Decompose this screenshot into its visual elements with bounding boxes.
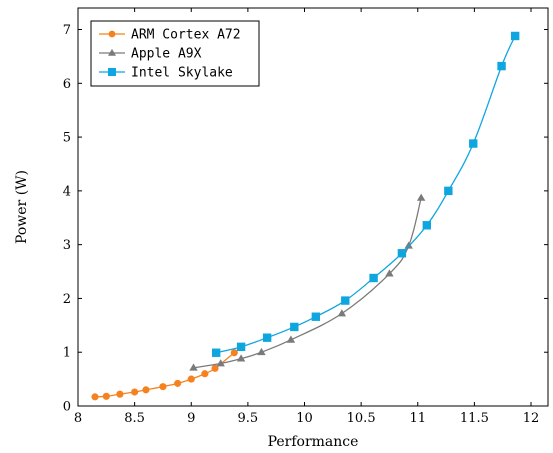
y-tick-label: 2 [63, 292, 71, 307]
plot-area [77, 7, 549, 407]
data-point [404, 241, 413, 249]
data-point [211, 348, 221, 357]
data-point [369, 273, 378, 283]
data-point [236, 354, 246, 362]
legend-item: Apple A9X [99, 47, 202, 62]
data-point [159, 383, 167, 391]
data-point [102, 392, 110, 400]
y-tick-label: 5 [63, 131, 71, 146]
y-tick-label: 6 [63, 77, 71, 92]
data-point [469, 139, 478, 148]
data-point [416, 193, 426, 201]
data-point [341, 296, 350, 305]
data-point [337, 309, 347, 317]
x-tick-label: 9.5 [238, 411, 259, 426]
series-arm-cortex-a72 [91, 349, 238, 401]
data-point [108, 48, 116, 56]
data-point [131, 388, 139, 396]
data-point [211, 364, 219, 372]
series-layer [91, 31, 520, 401]
x-tick-label: 11.5 [460, 411, 489, 426]
legend-item: ARM Cortex A72 [99, 28, 241, 43]
legend-label: Intel Skylake [131, 66, 233, 81]
x-tick-label: 10 [296, 411, 313, 426]
legend-label: ARM Cortex A72 [131, 28, 241, 43]
legend: ARM Cortex A72 Apple A9X Intel Skylake [90, 20, 260, 87]
data-point [174, 379, 182, 387]
legend-item: Intel Skylake [99, 66, 233, 81]
data-point [108, 30, 116, 38]
x-tick-label: 11 [409, 411, 426, 426]
plot-frame [77, 7, 549, 407]
data-point [444, 186, 453, 196]
series-line [94, 352, 235, 398]
x-tick-label: 10.5 [347, 411, 376, 426]
y-tick-label: 4 [63, 184, 71, 199]
data-point [236, 342, 246, 352]
data-point [497, 61, 506, 71]
x-tick-label: 12 [523, 411, 540, 426]
data-point [142, 386, 150, 394]
data-point [108, 68, 116, 76]
data-point [116, 390, 124, 398]
x-tick-label: 9 [187, 411, 195, 426]
data-point [201, 370, 209, 378]
series-apple-a9x [189, 193, 426, 371]
data-point [311, 312, 321, 321]
series-line [193, 197, 422, 369]
series-intel-skylake [211, 31, 520, 357]
data-point [290, 322, 299, 332]
data-point [257, 347, 266, 356]
data-point [91, 393, 99, 401]
data-point [286, 335, 296, 343]
data-point [385, 269, 394, 277]
data-point [230, 349, 238, 357]
data-point [262, 333, 272, 342]
y-axis-label: Power (W) [14, 170, 30, 244]
data-point [510, 31, 520, 41]
data-point [189, 363, 198, 371]
data-point [397, 249, 407, 258]
y-tick-label: 7 [63, 23, 71, 38]
y-tick-label: 3 [63, 238, 71, 253]
legend-label: Apple A9X [131, 47, 202, 62]
x-axis-label: Performance [268, 434, 359, 450]
series-line [216, 35, 516, 354]
x-tick-label: 8 [74, 411, 82, 426]
y-tick-label: 1 [63, 346, 71, 361]
data-point [187, 375, 195, 383]
y-tick-label: 0 [63, 400, 71, 415]
x-tick-label: 8.5 [124, 411, 145, 426]
data-point [422, 221, 432, 230]
data-point [216, 359, 225, 367]
